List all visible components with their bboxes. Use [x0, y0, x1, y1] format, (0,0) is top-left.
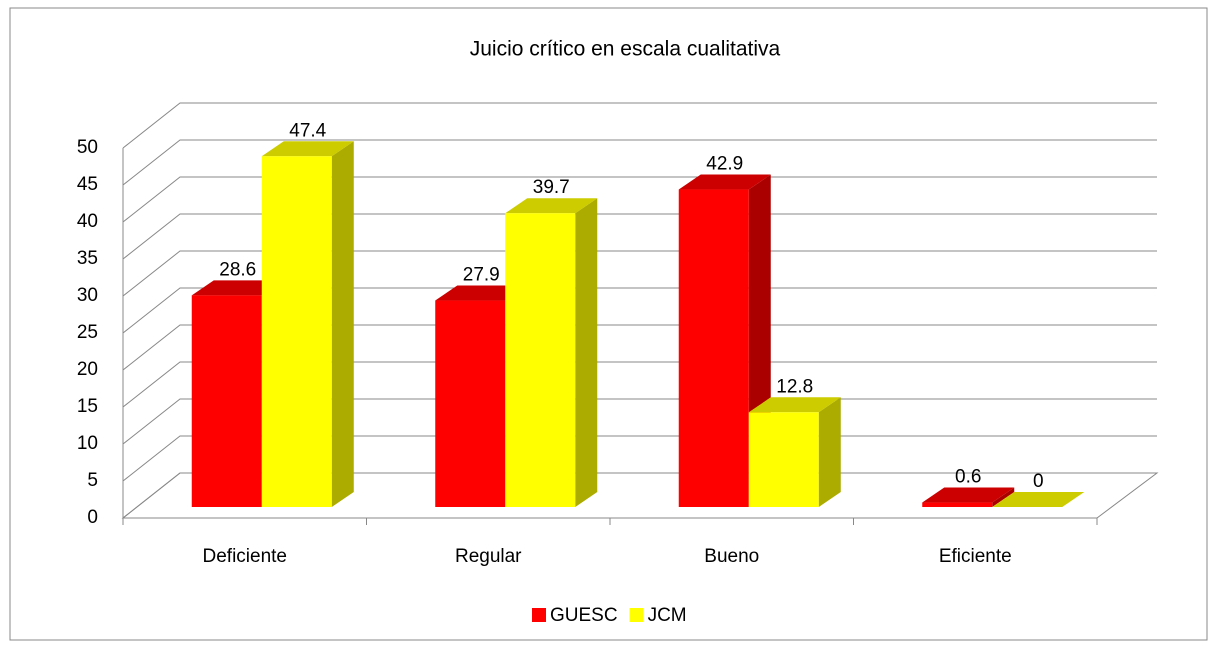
bar-top: [922, 487, 1015, 503]
x-tick-label: Bueno: [704, 546, 759, 567]
bar-top: [261, 141, 354, 157]
x-tick-label: Eficiente: [939, 546, 1012, 567]
bar-top: [435, 285, 528, 301]
chart-title: Juicio crítico en escala cualitativa: [470, 38, 781, 61]
y-tick-label: 45: [77, 174, 98, 195]
grid-line: [122, 324, 1157, 371]
bar: [261, 156, 332, 508]
bar-top: [748, 397, 841, 413]
grid-line: [122, 213, 1157, 260]
data-label: 27.9: [463, 265, 500, 286]
y-tick-label: 35: [77, 248, 98, 269]
grid-line: [122, 250, 1157, 297]
bar-top: [678, 174, 771, 190]
data-label: 42.9: [706, 154, 743, 175]
y-tick-label: 15: [77, 396, 98, 417]
data-label: 12.8: [776, 376, 813, 397]
data-label: 47.4: [289, 120, 326, 141]
bar-top: [992, 492, 1085, 507]
bar-side: [331, 141, 354, 508]
bar: [922, 502, 993, 507]
bar: [748, 412, 819, 507]
bar-top: [191, 280, 284, 296]
bar: [191, 295, 262, 507]
data-label: 0.6: [955, 467, 981, 488]
y-tick-label: 25: [77, 322, 98, 343]
y-tick-label: 20: [77, 359, 98, 380]
grid-line: [122, 176, 1157, 223]
y-tick-label: 40: [77, 211, 98, 232]
data-label: 39.7: [533, 177, 570, 198]
grid-line: [122, 139, 1157, 186]
bar: [435, 300, 506, 507]
bar: [505, 213, 576, 507]
legend-label: GUESC: [550, 605, 618, 626]
bar-side: [992, 487, 1015, 507]
legend-label: JCM: [648, 605, 687, 626]
bar-top: [505, 198, 598, 214]
legend-swatch: [532, 608, 546, 622]
y-tick-label: 5: [87, 470, 98, 491]
grid-line: [122, 361, 1157, 408]
grid-line: [122, 102, 1157, 149]
data-label: 28.6: [219, 259, 256, 280]
y-tick-label: 0: [87, 507, 98, 528]
x-tick-label: Deficiente: [203, 546, 288, 567]
bar: [678, 189, 749, 508]
data-label: 0: [1033, 471, 1044, 492]
x-tick-label: Regular: [455, 546, 522, 567]
y-tick-label: 50: [77, 137, 98, 158]
y-tick-label: 30: [77, 285, 98, 306]
grid-line: [122, 287, 1157, 334]
bar-side: [818, 397, 841, 507]
y-tick-label: 10: [77, 433, 98, 454]
bar-side: [575, 198, 598, 507]
legend-swatch: [629, 608, 644, 622]
